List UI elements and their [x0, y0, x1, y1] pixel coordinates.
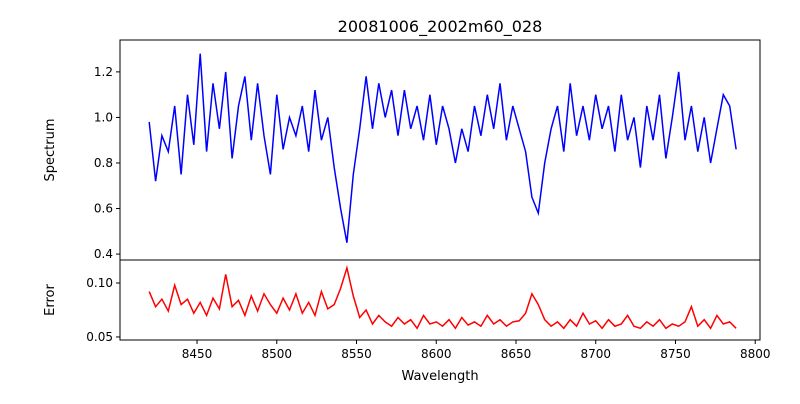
x-tick-label: 8700	[580, 347, 611, 361]
x-label: Wavelength	[401, 369, 478, 384]
axes-frame-1	[119, 259, 761, 341]
axes-frame-0	[119, 39, 761, 261]
y-tick-label: 0.05	[86, 330, 113, 344]
y-label-error: Error	[43, 284, 58, 316]
x-tick-label: 8600	[421, 347, 452, 361]
error-line	[148, 264, 737, 330]
y-tick-label: 0.6	[94, 202, 113, 216]
y-tick-label: 0.8	[94, 156, 113, 170]
y-tick-label: 1.0	[94, 110, 113, 124]
x-tick-label: 8650	[501, 347, 532, 361]
x-tick-label: 8750	[660, 347, 691, 361]
y-tick-label: 0.10	[86, 276, 113, 290]
x-tick-label: 8800	[740, 347, 771, 361]
y-tick-label: 0.4	[94, 247, 113, 261]
spectrum-line	[148, 53, 737, 243]
y-label-spectrum: Spectrum	[43, 119, 58, 182]
y-tick-label: 1.2	[94, 65, 113, 79]
x-tick-label: 8550	[341, 347, 372, 361]
chart-title: 20081006_2002m60_028	[338, 17, 543, 37]
x-tick-label: 8500	[261, 347, 292, 361]
x-tick-label: 8450	[182, 347, 213, 361]
